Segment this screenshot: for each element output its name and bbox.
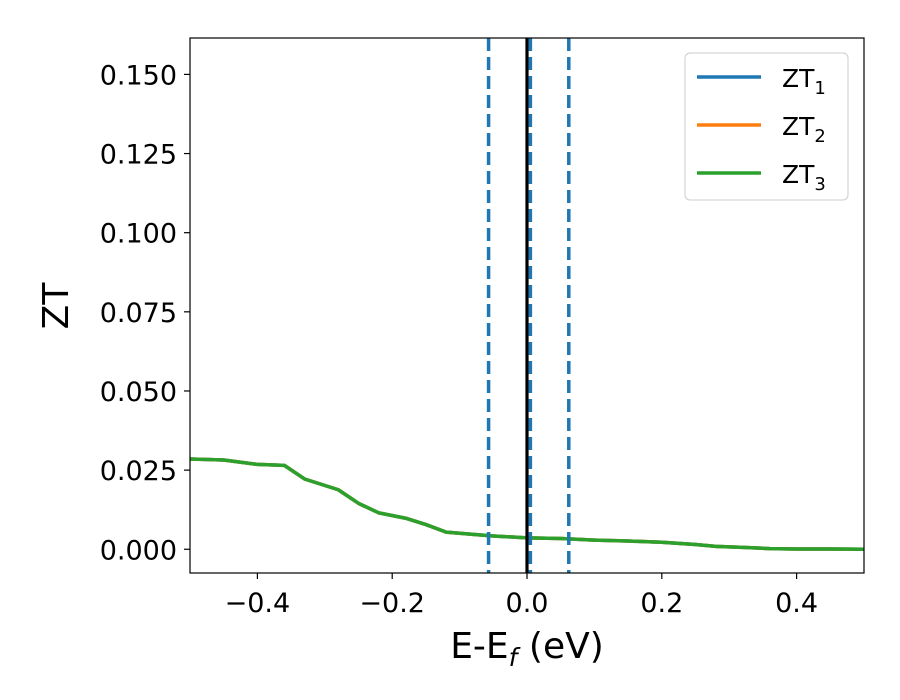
x-tick-label: 0.4 — [775, 588, 818, 619]
legend-label-subscript: 2 — [814, 126, 825, 147]
y-tick-label: 0.125 — [100, 140, 177, 171]
y-tick-label: 0.100 — [100, 219, 177, 250]
legend-label-text: ZT — [782, 160, 815, 189]
legend-label-text: ZT — [782, 64, 815, 93]
x-tick-label: 0.0 — [506, 588, 549, 619]
y-tick-label: 0.000 — [100, 535, 177, 566]
legend-label-subscript: 3 — [814, 174, 825, 195]
x-tick-label: 0.2 — [640, 588, 683, 619]
y-tick-label: 0.025 — [100, 456, 177, 487]
legend-label-zt3: ZT3 — [782, 160, 826, 195]
legend-label-subscript: 1 — [814, 78, 825, 99]
legend-label-zt2: ZT2 — [782, 112, 826, 147]
x-tick-label: −0.2 — [359, 588, 425, 619]
x-axis: −0.4 −0.2 0.0 0.2 0.4 — [225, 573, 818, 619]
legend-label-zt1: ZT1 — [782, 64, 826, 99]
legend-box — [684, 52, 849, 201]
y-axis-title: ZT — [36, 282, 77, 330]
y-tick-label: 0.150 — [100, 60, 177, 91]
x-tick-label: −0.4 — [225, 588, 291, 619]
x-axis-title-unit: (eV) — [517, 626, 603, 667]
plot-area — [190, 38, 864, 573]
y-tick-label: 0.050 — [100, 377, 177, 408]
y-tick-label: 0.075 — [100, 298, 177, 329]
legend-label-text: ZT — [782, 112, 815, 141]
x-axis-title-main: E-E — [450, 626, 508, 667]
y-axis: 0.000 0.025 0.050 0.075 0.100 0.125 0.150 — [100, 60, 190, 566]
series-line-zt3 — [190, 457, 864, 552]
x-axis-title: E-Ef (eV) — [450, 626, 604, 672]
